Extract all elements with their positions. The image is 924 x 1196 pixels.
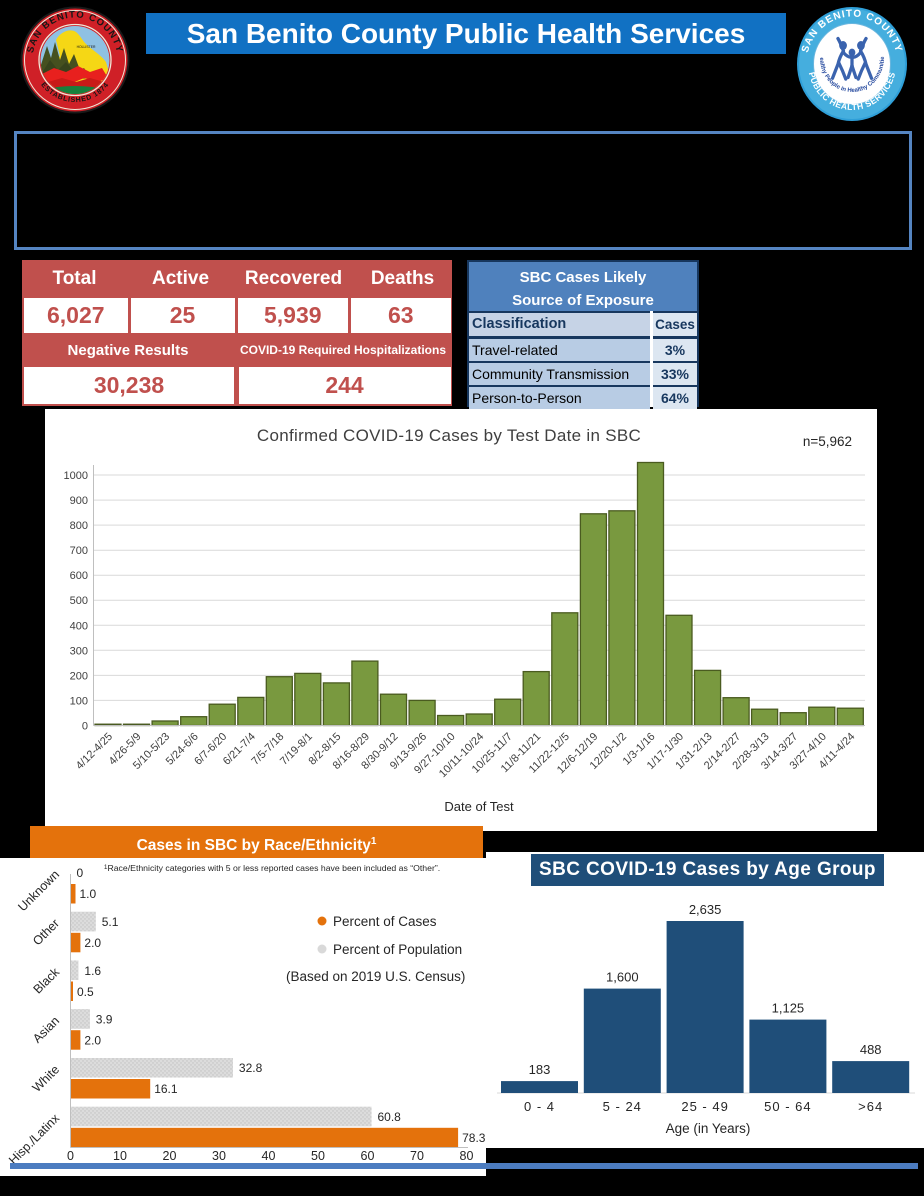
svg-text:25 - 49: 25 - 49: [681, 1099, 728, 1114]
svg-text:30: 30: [212, 1149, 226, 1163]
svg-text:Age (in Years): Age (in Years): [666, 1121, 751, 1136]
svg-text:80: 80: [460, 1149, 474, 1163]
svg-text:Other: Other: [30, 916, 62, 948]
svg-text:HOLLISTER: HOLLISTER: [77, 45, 96, 49]
svg-text:60: 60: [361, 1149, 375, 1163]
svg-text:2.0: 2.0: [84, 1034, 101, 1048]
svg-text:White: White: [30, 1062, 63, 1095]
svg-text:Percent of Cases: Percent of Cases: [333, 914, 437, 929]
svg-text:Black: Black: [31, 964, 63, 996]
svg-text:10: 10: [113, 1149, 127, 1163]
svg-text:1.6: 1.6: [84, 964, 101, 978]
svg-text:50: 50: [311, 1149, 325, 1163]
svg-text:Hisp./Latinx: Hisp./Latinx: [6, 1111, 63, 1168]
svg-text:n=5,962: n=5,962: [803, 434, 852, 449]
svg-text:1,125: 1,125: [772, 1001, 805, 1016]
svg-text:>64: >64: [858, 1099, 883, 1114]
svg-text:32.8: 32.8: [239, 1061, 263, 1075]
svg-text:40: 40: [262, 1149, 276, 1163]
svg-text:0 - 4: 0 - 4: [524, 1099, 555, 1114]
svg-text:0: 0: [67, 1149, 74, 1163]
svg-text:20: 20: [163, 1149, 177, 1163]
svg-text:2,635: 2,635: [689, 902, 722, 917]
svg-text:(Based on 2019 U.S. Census): (Based on 2019 U.S. Census): [286, 969, 465, 984]
svg-text:Unknown: Unknown: [15, 867, 62, 914]
svg-text:Asian: Asian: [30, 1014, 62, 1046]
svg-text:1Race/Ethnicity categories wit: 1Race/Ethnicity categories with 5 or les…: [104, 863, 440, 873]
svg-text:700: 700: [70, 545, 88, 557]
svg-text:Percent of Population: Percent of Population: [333, 942, 462, 957]
svg-text:3.9: 3.9: [96, 1013, 113, 1027]
svg-text:5 - 24: 5 - 24: [603, 1099, 642, 1114]
svg-text:1,600: 1,600: [606, 970, 639, 985]
svg-text:78.3: 78.3: [462, 1131, 486, 1145]
svg-text:300: 300: [70, 645, 88, 657]
svg-text:5.1: 5.1: [102, 915, 119, 929]
svg-text:Confirmed COVID-19 Cases by Te: Confirmed COVID-19 Cases by Test Date in…: [257, 426, 641, 445]
svg-text:500: 500: [70, 595, 88, 607]
svg-text:1000: 1000: [64, 470, 88, 482]
svg-text:900: 900: [70, 495, 88, 507]
svg-text:800: 800: [70, 520, 88, 532]
svg-text:Date of Test: Date of Test: [444, 799, 514, 814]
svg-text:50 - 64: 50 - 64: [764, 1099, 811, 1114]
svg-text:0: 0: [77, 866, 84, 880]
svg-text:16.1: 16.1: [154, 1082, 178, 1096]
svg-text:200: 200: [70, 670, 88, 682]
svg-text:0: 0: [82, 721, 88, 733]
svg-text:0.5: 0.5: [77, 985, 94, 999]
svg-text:4/12-4/25: 4/12-4/25: [74, 731, 115, 772]
svg-text:60.8: 60.8: [378, 1110, 402, 1124]
svg-text:488: 488: [860, 1042, 882, 1057]
svg-text:100: 100: [70, 695, 88, 707]
svg-text:1.0: 1.0: [80, 887, 97, 901]
svg-text:400: 400: [70, 620, 88, 632]
svg-text:70: 70: [410, 1149, 424, 1163]
svg-text:183: 183: [529, 1062, 551, 1077]
svg-text:2.0: 2.0: [84, 936, 101, 950]
svg-text:600: 600: [70, 570, 88, 582]
